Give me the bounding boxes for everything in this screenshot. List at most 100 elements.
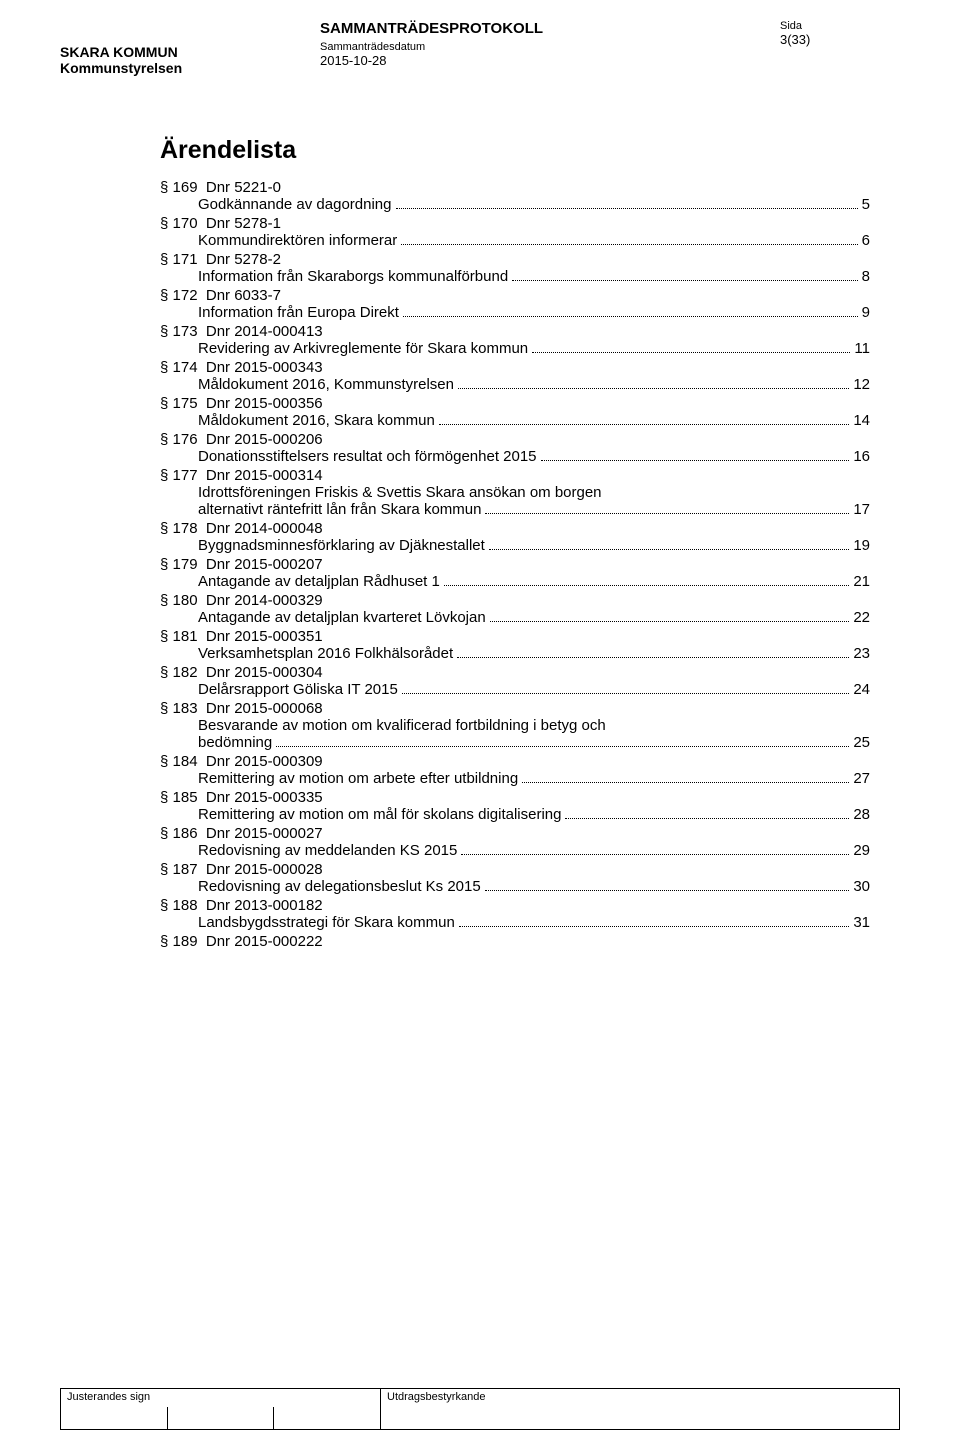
toc-page-number: 5: [862, 196, 870, 213]
toc-page-number: 9: [862, 304, 870, 321]
toc-leader-dots: [444, 585, 849, 586]
toc-item-subject: Godkännande av dagordning 5: [160, 196, 870, 213]
toc-item-header: § 187 Dnr 2015-000028: [160, 861, 870, 878]
toc-leader-dots: [565, 818, 849, 819]
page-header: SKARA KOMMUN Kommunstyrelsen SAMMANTRÄDE…: [0, 0, 960, 76]
toc-item-header: § 179 Dnr 2015-000207: [160, 556, 870, 573]
date-label: Sammanträdesdatum: [320, 41, 780, 53]
toc-item-subject-cont: bedömning 25: [160, 734, 870, 751]
toc-item-subject: Revidering av Arkivreglemente för Skara …: [160, 340, 870, 357]
toc-page-number: 23: [853, 645, 870, 662]
toc-page-number: 16: [853, 448, 870, 465]
toc-item-header: § 183 Dnr 2015-000068: [160, 700, 870, 717]
toc-item: § 174 Dnr 2015-000343Måldokument 2016, K…: [160, 359, 870, 393]
footer-right-label: Utdragsbestyrkande: [387, 1391, 485, 1403]
toc-item: § 171 Dnr 5278-2Information från Skarabo…: [160, 251, 870, 285]
toc-item-header: § 172 Dnr 6033-7: [160, 287, 870, 304]
toc-item: § 185 Dnr 2015-000335Remittering av moti…: [160, 789, 870, 823]
toc-item: § 188 Dnr 2013-000182Landsbygdsstrategi …: [160, 897, 870, 931]
toc-item: § 183 Dnr 2015-000068Besvarande av motio…: [160, 700, 870, 751]
toc-leader-dots: [457, 657, 849, 658]
toc-item-subject: Besvarande av motion om kvalificerad for…: [160, 717, 870, 734]
toc-subject-text: Delårsrapport Göliska IT 2015: [160, 681, 398, 698]
toc-item: § 178 Dnr 2014-000048Byggnadsminnesförkl…: [160, 520, 870, 554]
toc-subject-text: Redovisning av delegationsbeslut Ks 2015: [160, 878, 481, 895]
toc-page-number: 21: [853, 573, 870, 590]
toc-item: § 169 Dnr 5221-0Godkännande av dagordnin…: [160, 179, 870, 213]
toc-page-number: 25: [853, 734, 870, 751]
toc-item-header: § 185 Dnr 2015-000335: [160, 789, 870, 806]
toc-page-number: 12: [853, 376, 870, 393]
footer-utdrag: Utdragsbestyrkande: [380, 1388, 900, 1430]
toc-item-subject: Byggnadsminnesförklaring av Djäknestalle…: [160, 537, 870, 554]
toc-item-header: § 175 Dnr 2015-000356: [160, 395, 870, 412]
toc-subject-text: Kommundirektören informerar: [160, 232, 397, 249]
toc-item-subject: Idrottsföreningen Friskis & Svettis Skar…: [160, 484, 870, 501]
toc-page-number: 6: [862, 232, 870, 249]
toc-page-number: 29: [853, 842, 870, 859]
toc-item-header: § 178 Dnr 2014-000048: [160, 520, 870, 537]
toc-subject-text: Godkännande av dagordning: [160, 196, 392, 213]
toc-subject-text: Information från Skaraborgs kommunalförb…: [160, 268, 508, 285]
toc-page-number: 31: [853, 914, 870, 931]
toc-leader-dots: [489, 549, 849, 550]
sida-value: 3(33): [780, 32, 900, 47]
toc-subject-text: Antagande av detaljplan kvarteret Lövkoj…: [160, 609, 486, 626]
toc-subject-text: Information från Europa Direkt: [160, 304, 399, 321]
footer-left-label: Justerandes sign: [67, 1391, 150, 1403]
toc-leader-dots: [458, 388, 849, 389]
toc-item: § 181 Dnr 2015-000351Verksamhetsplan 201…: [160, 628, 870, 662]
toc-leader-dots: [490, 621, 850, 622]
toc-item: § 176 Dnr 2015-000206Donationsstiftelser…: [160, 431, 870, 465]
toc-leader-dots: [459, 926, 850, 927]
toc-page-number: 28: [853, 806, 870, 823]
toc-subject-text: Antagande av detaljplan Rådhuset 1: [160, 573, 440, 590]
toc-item-header: § 169 Dnr 5221-0: [160, 179, 870, 196]
toc-item-subject: Landsbygdsstrategi för Skara kommun 31: [160, 914, 870, 931]
toc-subject-text: Remittering av motion om mål för skolans…: [160, 806, 561, 823]
toc-item-subject: Information från Europa Direkt 9: [160, 304, 870, 321]
footer-justerandes: Justerandes sign: [60, 1388, 380, 1430]
toc-item-subject: Måldokument 2016, Kommunstyrelsen 12: [160, 376, 870, 393]
toc-item-header: § 189 Dnr 2015-000222: [160, 933, 870, 950]
org-name-line2: Kommunstyrelsen: [60, 60, 320, 76]
toc-leader-dots: [522, 782, 849, 783]
toc-page-number: 8: [862, 268, 870, 285]
toc-subject-text: Donationsstiftelsers resultat och förmög…: [160, 448, 537, 465]
toc-subject-text: Redovisning av meddelanden KS 2015: [160, 842, 457, 859]
toc-subject-text: Byggnadsminnesförklaring av Djäknestalle…: [160, 537, 485, 554]
toc-item-subject-cont: alternativt räntefritt lån från Skara ko…: [160, 501, 870, 518]
toc-subject-text: Måldokument 2016, Kommunstyrelsen: [160, 376, 454, 393]
sida-label: Sida: [780, 20, 900, 32]
toc-item-header: § 171 Dnr 5278-2: [160, 251, 870, 268]
toc-page-number: 19: [853, 537, 870, 554]
toc-leader-dots: [541, 460, 850, 461]
toc-leader-dots: [461, 854, 849, 855]
toc-leader-dots: [396, 208, 858, 209]
toc-item-header: § 182 Dnr 2015-000304: [160, 664, 870, 681]
toc-page-number: 17: [853, 501, 870, 518]
toc-item-subject: Antagande av detaljplan kvarteret Lövkoj…: [160, 609, 870, 626]
toc-item: § 186 Dnr 2015-000027Redovisning av medd…: [160, 825, 870, 859]
toc-item-subject: Redovisning av meddelanden KS 2015 29: [160, 842, 870, 859]
toc-title: Ärendelista: [160, 136, 870, 165]
toc-leader-dots: [402, 693, 849, 694]
toc-item: § 184 Dnr 2015-000309Remittering av moti…: [160, 753, 870, 787]
toc-subject-text: Landsbygdsstrategi för Skara kommun: [160, 914, 455, 931]
header-right: Sida 3(33): [780, 16, 900, 76]
toc-item-header: § 174 Dnr 2015-000343: [160, 359, 870, 376]
toc-page-number: 24: [853, 681, 870, 698]
toc-leader-dots: [485, 513, 849, 514]
toc-leader-dots: [401, 244, 857, 245]
toc-leader-dots: [532, 352, 850, 353]
toc-leader-dots: [512, 280, 857, 281]
header-org: SKARA KOMMUN Kommunstyrelsen: [60, 16, 320, 76]
toc-item: § 182 Dnr 2015-000304Delårsrapport Gölis…: [160, 664, 870, 698]
toc-item-subject: Verksamhetsplan 2016 Folkhälsorådet 23: [160, 645, 870, 662]
page-footer: Justerandes sign Utdragsbestyrkande: [0, 1388, 960, 1430]
toc-item: § 179 Dnr 2015-000207Antagande av detalj…: [160, 556, 870, 590]
toc-leader-dots: [439, 424, 850, 425]
toc-item: § 170 Dnr 5278-1Kommundirektören informe…: [160, 215, 870, 249]
toc-item-subject: Remittering av motion om mål för skolans…: [160, 806, 870, 823]
toc-item-subject: Kommundirektören informerar 6: [160, 232, 870, 249]
